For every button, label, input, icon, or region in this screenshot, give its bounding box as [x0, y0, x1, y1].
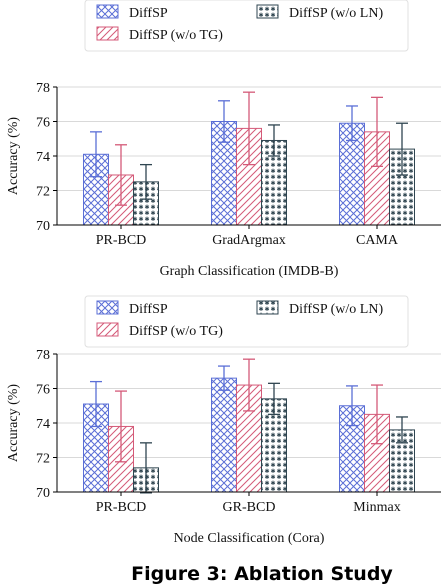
legend-swatch-diffsp-w-o-tg	[96, 26, 119, 41]
x-tick-label-pr-bcd: PR-BCD	[96, 233, 147, 248]
x-tick-label-gr-bcd: GR-BCD	[223, 500, 276, 515]
x-tick-label-pr-bcd: PR-BCD	[96, 500, 147, 515]
bar-gr-bcd-diffsp	[211, 377, 237, 493]
y-tick-label-76: 76	[36, 383, 50, 398]
x-axis-label: Node Classification (Cora)	[174, 531, 325, 546]
legend-box	[84, 295, 409, 348]
y-tick-label-76: 76	[36, 116, 50, 131]
y-tick-label-72: 72	[36, 452, 50, 467]
legend-swatch-diffsp	[96, 4, 119, 19]
legend-label-diffsp-w-o-tg: DiffSP (w/o TG)	[129, 28, 223, 43]
y-axis-label: Accuracy (%)	[6, 117, 21, 195]
legend-label-diffsp-w-o-tg: DiffSP (w/o TG)	[129, 324, 223, 339]
legend-label-diffsp-w-o-ln: DiffSP (w/o LN)	[289, 6, 383, 21]
chart-panel-node-classification: 70 72 74 76 78 PR-BCD GR-BCD Minmax Accuracy (%)…	[6, 295, 441, 546]
x-axis-label: Graph Classification (IMDB-B)	[160, 264, 339, 279]
legend-swatch-diffsp	[96, 300, 119, 315]
x-tick-label-gradargmax: GradArgmax	[212, 233, 286, 248]
chart-panel-graph-classification: 70 72 74 76 78 PR-BCD GradArgmax CAMA Accuracy (…	[6, 0, 441, 279]
y-tick-label-74: 74	[36, 150, 50, 165]
figure-caption: Figure 3: Ablation Study	[131, 563, 393, 585]
y-tick-label-78: 78	[36, 81, 50, 96]
x-tick-label-cama: CAMA	[356, 233, 399, 248]
y-tick-label-70: 70	[36, 486, 50, 501]
legend-label-diffsp-w-o-ln: DiffSP (w/o LN)	[289, 302, 383, 317]
x-tick-label-minmax: Minmax	[353, 500, 400, 515]
y-tick-label-74: 74	[36, 417, 50, 432]
legend-swatch-diffsp-w-o-ln	[256, 4, 279, 19]
y-tick-label-72: 72	[36, 185, 50, 200]
y-axis-label: Accuracy (%)	[6, 384, 21, 462]
legend-swatch-diffsp-w-o-tg	[96, 322, 119, 337]
legend-label-diffsp: DiffSP	[129, 6, 168, 21]
legend-label-diffsp: DiffSP	[129, 302, 168, 317]
legend-box	[84, 0, 409, 52]
y-tick-label-70: 70	[36, 219, 50, 234]
legend-swatch-diffsp-w-o-ln	[256, 300, 279, 315]
y-tick-label-78: 78	[36, 348, 50, 363]
